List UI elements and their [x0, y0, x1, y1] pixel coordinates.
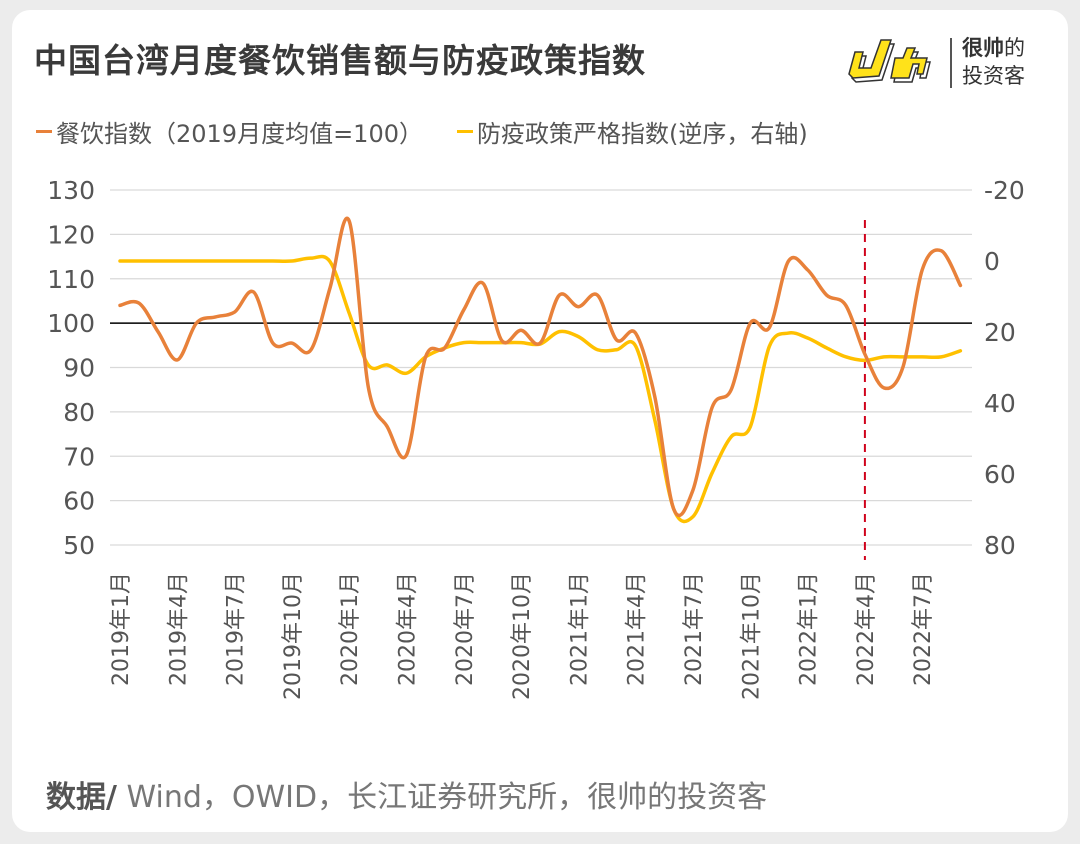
- y-left-tick-label: 50: [63, 531, 95, 560]
- x-tick-label: 2022年7月: [911, 572, 936, 686]
- legend-swatch-dining: [36, 130, 52, 133]
- legend-item-stringency: 防疫政策严格指数(逆序，右轴): [457, 114, 808, 149]
- y-left-tick-label: 100: [47, 309, 95, 338]
- x-tick-label: 2021年10月: [739, 572, 764, 700]
- x-tick-label: 2022年4月: [854, 572, 879, 686]
- y-right-tick-label: 40: [984, 389, 1016, 418]
- logo-mark-icon: [848, 39, 931, 83]
- logo-line1-bold: 很帅: [962, 36, 1004, 60]
- x-tick-label: 2020年7月: [453, 572, 478, 686]
- x-tick-label: 2019年7月: [224, 572, 249, 686]
- source-label: 数据/: [46, 780, 117, 815]
- y-left-tick-label: 130: [47, 176, 95, 205]
- legend: 餐饮指数（2019月度均值=100） 防疫政策严格指数(逆序，右轴): [36, 114, 808, 149]
- series-line-stringency-index: [118, 254, 963, 524]
- x-tick-label: 2021年1月: [567, 572, 592, 686]
- y-left-tick-label: 110: [47, 265, 95, 294]
- legend-swatch-stringency: [457, 130, 473, 133]
- brand-logo: 很帅的 投资客: [838, 32, 1068, 96]
- series-line-dining-index: [118, 216, 963, 518]
- y-left-tick-label: 80: [63, 398, 95, 427]
- y-left-tick-label: 120: [47, 220, 95, 249]
- x-tick-label: 2020年10月: [510, 572, 535, 700]
- y-right-tick-label: 0: [984, 247, 1000, 276]
- x-tick-label: 2021年7月: [682, 572, 707, 686]
- x-tick-label: 2021年4月: [625, 572, 650, 686]
- y-right-tick-label: 80: [984, 531, 1016, 560]
- x-tick-label: 2019年1月: [109, 572, 134, 686]
- source-text: Wind，OWID，长江证券研究所，很帅的投资客: [116, 780, 768, 815]
- x-tick-label: 2020年1月: [338, 572, 363, 686]
- y-right-tick-label: 60: [984, 460, 1016, 489]
- y-left-tick-label: 70: [63, 442, 95, 471]
- y-right-tick-label: 20: [984, 318, 1016, 347]
- logo-divider: [950, 38, 952, 88]
- y-right-tick-label: -20: [984, 176, 1025, 205]
- legend-label-stringency: 防疫政策严格指数(逆序，右轴): [477, 120, 808, 148]
- source-footer: 数据/ Wind，OWID，长江证券研究所，很帅的投资客: [46, 772, 767, 816]
- y-left-tick-label: 90: [63, 354, 95, 383]
- logo-line1-rest: 的: [1004, 36, 1025, 60]
- chart-title: 中国台湾月度餐饮销售额与防疫政策指数: [34, 41, 646, 80]
- logo-line2: 投资客: [962, 64, 1025, 88]
- y-left-tick-label: 60: [63, 487, 95, 516]
- x-tick-label: 2019年4月: [166, 572, 191, 686]
- logo-text: 很帅的 投资客: [962, 34, 1062, 90]
- x-tick-label: 2019年10月: [281, 572, 306, 700]
- chart-card: [12, 10, 1068, 832]
- legend-item-dining: 餐饮指数（2019月度均值=100）: [36, 114, 423, 149]
- x-tick-label: 2020年4月: [396, 572, 421, 686]
- x-tick-label: 2022年1月: [797, 572, 822, 686]
- legend-label-dining: 餐饮指数（2019月度均值=100）: [56, 120, 423, 148]
